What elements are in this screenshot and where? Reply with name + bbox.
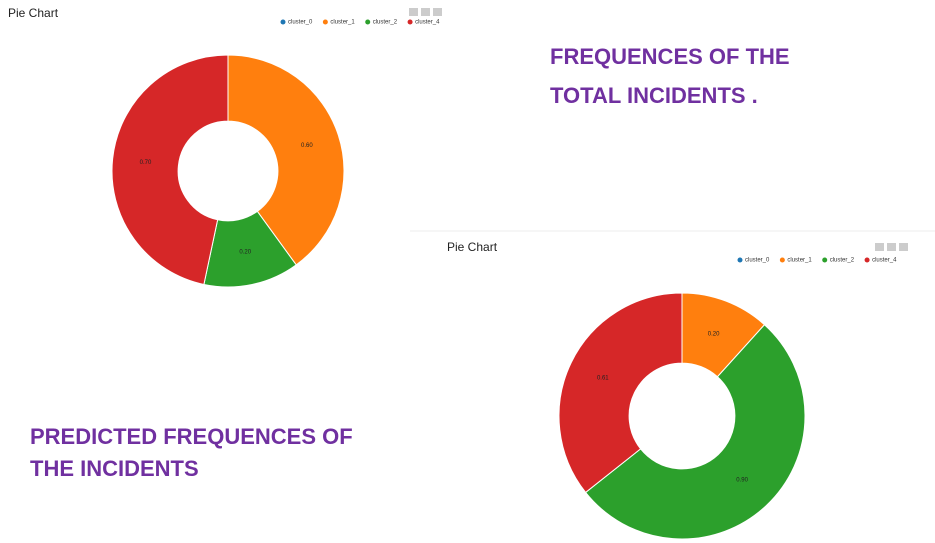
legend-swatch [737, 257, 743, 263]
data-label: 0.61 [597, 375, 609, 381]
legend-swatch [407, 19, 413, 25]
slice [558, 292, 683, 494]
slice [111, 54, 229, 286]
slice [584, 324, 806, 540]
legend-label: cluster_2 [830, 258, 855, 264]
annotation: TOTAL INCIDENTS . [550, 83, 758, 108]
legend-label: cluster_1 [787, 258, 812, 264]
legend-label: cluster_2 [373, 20, 398, 26]
data-label: 0.20 [239, 250, 251, 256]
toolbar [409, 8, 442, 16]
legend-label: cluster_4 [872, 258, 897, 264]
legend-label: cluster_1 [330, 20, 355, 26]
annotation: THE INCIDENTS [30, 456, 199, 481]
data-label: 0.90 [736, 478, 748, 484]
legend-swatch [280, 19, 286, 25]
legend-swatch [322, 19, 328, 25]
legend-swatch [779, 257, 785, 263]
chart-title: Pie Chart [8, 6, 59, 20]
legend-swatch [365, 19, 371, 25]
chart-title: Pie Chart [447, 240, 498, 254]
data-label: 0.20 [708, 332, 720, 338]
data-label: 0.70 [140, 160, 152, 166]
legend-label: cluster_0 [745, 258, 770, 264]
annotation: FREQUENCES OF THE [550, 44, 790, 69]
legend-label: cluster_0 [288, 20, 313, 26]
slice [227, 54, 345, 266]
legend-swatch [864, 257, 870, 263]
legend-swatch [822, 257, 828, 263]
data-label: 0.60 [301, 143, 313, 149]
toolbar [875, 243, 908, 251]
annotation: PREDICTED FREQUENCES OF [30, 424, 353, 449]
legend-label: cluster_4 [415, 20, 440, 26]
